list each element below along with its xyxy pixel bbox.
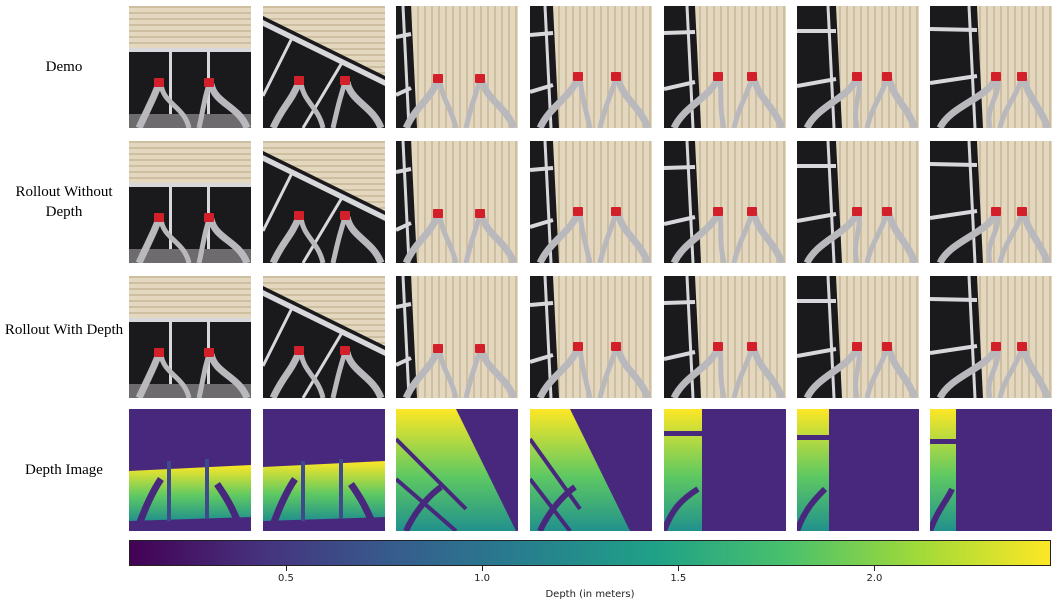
camera-frame: [797, 276, 919, 398]
colorbar-tick: [482, 566, 484, 571]
depth-frame: [530, 409, 652, 531]
camera-frame: [129, 6, 251, 128]
depth-frame: [263, 409, 385, 531]
row-label-depth-image: Depth Image: [25, 462, 103, 478]
depth-frame: [930, 409, 1052, 531]
camera-frame: [664, 6, 786, 128]
camera-frame: [930, 6, 1052, 128]
camera-frame: [797, 6, 919, 128]
camera-frame: [530, 6, 652, 128]
colorbar-tick-label: 1.0: [474, 573, 491, 584]
row-label-demo: Demo: [45, 59, 83, 75]
colorbar-label: Depth (in meters): [545, 589, 635, 600]
colorbar-tick: [678, 566, 680, 571]
camera-frame: [396, 141, 518, 263]
depth-frame: [396, 409, 518, 531]
row-label-rollout-with-depth: Rollout With Depth: [4, 322, 124, 338]
camera-frame: [930, 141, 1052, 263]
depth-frame: [664, 409, 786, 531]
depth-colorbar: [129, 540, 1051, 566]
camera-frame: [129, 141, 251, 263]
colorbar-tick: [874, 566, 876, 571]
camera-frame: [396, 6, 518, 128]
camera-frame: [530, 141, 652, 263]
depth-frame: [797, 409, 919, 531]
colorbar-tick: [285, 566, 287, 571]
camera-frame: [797, 141, 919, 263]
camera-frame: [263, 141, 385, 263]
depth-frame: [129, 409, 251, 531]
colorbar-tick-label: 1.5: [670, 573, 687, 584]
camera-frame: [664, 141, 786, 263]
camera-frame: [530, 276, 652, 398]
camera-frame: [129, 276, 251, 398]
colorbar-tick-label: 2.0: [866, 573, 883, 584]
camera-frame: [263, 6, 385, 128]
camera-frame: [664, 276, 786, 398]
camera-frame: [930, 276, 1052, 398]
camera-frame: [263, 276, 385, 398]
row-label-rollout-without-depth: Rollout Without Depth: [15, 184, 113, 220]
colorbar-tick-label: 0.5: [277, 573, 294, 584]
camera-frame: [396, 276, 518, 398]
